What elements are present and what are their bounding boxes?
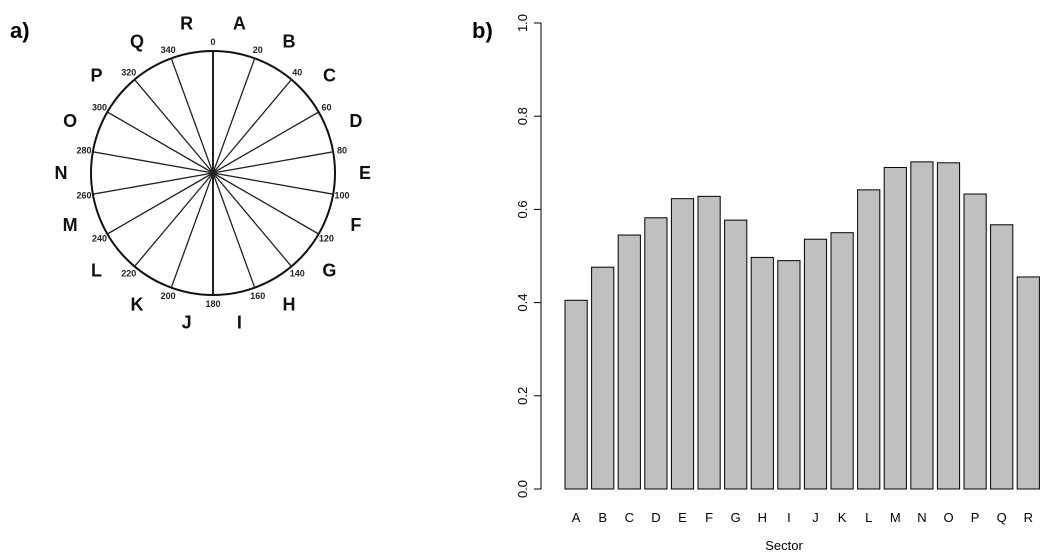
x-category-label: Q (997, 510, 1007, 525)
y-tick-label: 0.4 (515, 294, 530, 312)
bar-L (858, 190, 880, 489)
bar-G (725, 220, 747, 489)
sector-letter: O (63, 111, 77, 131)
sector-letter: G (322, 261, 336, 281)
sector-letter: K (131, 295, 144, 315)
sector-boundary-line (135, 80, 213, 173)
sector-letter: Q (130, 31, 144, 51)
degree-label: 200 (161, 291, 176, 301)
bar-I (778, 261, 800, 489)
x-category-label: B (598, 510, 607, 525)
x-category-label: E (678, 510, 687, 525)
bar-B (592, 267, 614, 489)
x-category-label: M (890, 510, 901, 525)
panel-a-label: a) (10, 18, 30, 43)
x-category-label: G (731, 510, 741, 525)
bar-C (618, 235, 640, 489)
sector-boundary-line (213, 80, 291, 173)
sector-boundary-line (171, 173, 213, 288)
degree-label: 60 (321, 103, 331, 113)
y-tick-label: 0.8 (515, 107, 530, 125)
sector-letter: J (182, 313, 192, 333)
degree-label: 320 (121, 68, 136, 78)
x-category-label: F (705, 510, 713, 525)
degree-label: 140 (290, 268, 305, 278)
bar-chart: 0.0 0.2 0.4 0.6 0.8 1.0 A B C D E F G H I J K L M N O P Q R Sect… (515, 14, 1039, 553)
bar-A (565, 300, 587, 489)
sector-letter: N (55, 163, 68, 183)
degree-label: 20 (253, 45, 263, 55)
x-category-label: H (758, 510, 767, 525)
bar-O (937, 163, 959, 489)
sector-boundary-line (171, 58, 213, 173)
bar-N (911, 162, 933, 489)
x-category-label: I (787, 510, 791, 525)
bar-D (645, 218, 667, 489)
x-category-label: C (625, 510, 634, 525)
sector-letter: A (233, 13, 246, 33)
sector-letter: R (180, 13, 193, 33)
sector-letter: P (91, 65, 103, 85)
x-category-label: A (572, 510, 581, 525)
degree-label: 100 (334, 191, 349, 201)
x-category-label: K (838, 510, 847, 525)
bar-P (964, 194, 986, 489)
bar-M (884, 167, 906, 489)
sector-letter: L (91, 261, 102, 281)
bar-F (698, 196, 720, 489)
panel-b-label: b) (472, 18, 493, 43)
sector-letter: B (283, 31, 296, 51)
bar-Q (991, 225, 1013, 489)
bar-J (804, 239, 826, 489)
sector-letter: H (283, 295, 296, 315)
x-category-label: L (865, 510, 872, 525)
sector-boundary-line (135, 173, 213, 266)
bar-H (751, 257, 773, 489)
y-tick-label: 0.0 (515, 480, 530, 498)
degree-label: 260 (76, 191, 91, 201)
sector-boundary-line (213, 173, 255, 288)
x-category-label: R (1024, 510, 1033, 525)
y-tick-label: 0.6 (515, 200, 530, 218)
sector-boundary-line (213, 173, 291, 266)
y-tick-label: 0.2 (515, 387, 530, 405)
sector-letter: F (350, 215, 361, 235)
sector-rose-diagram: 0 A 20 B 40 C 60 D 80 E 100 F 120 G 140 H 160 I 180 J 200 K 22… (55, 13, 372, 332)
sector-letter: M (63, 215, 78, 235)
degree-label: 340 (161, 45, 176, 55)
x-category-label: O (943, 510, 953, 525)
degree-label: 40 (292, 68, 302, 78)
degree-label: 120 (319, 234, 334, 244)
degree-label: 220 (121, 268, 136, 278)
sector-letter: C (323, 65, 336, 85)
x-axis-title: Sector (765, 538, 803, 553)
sector-letter: E (359, 163, 371, 183)
degree-label: 180 (205, 299, 220, 309)
x-category-label: J (812, 510, 819, 525)
degree-label: 240 (92, 234, 107, 244)
bar-R (1017, 277, 1039, 489)
x-category-label: D (651, 510, 660, 525)
bar-K (831, 233, 853, 489)
degree-label: 80 (337, 145, 347, 155)
degree-label: 280 (76, 145, 91, 155)
bar-E (671, 199, 693, 489)
degree-label: 0 (210, 37, 215, 47)
x-category-label: P (971, 510, 980, 525)
degree-label: 160 (250, 291, 265, 301)
sector-letter: I (237, 313, 242, 333)
x-category-label: N (917, 510, 926, 525)
sector-boundary-line (213, 58, 255, 173)
degree-label: 300 (92, 103, 107, 113)
sector-letter: D (349, 111, 362, 131)
y-tick-label: 1.0 (515, 14, 530, 32)
